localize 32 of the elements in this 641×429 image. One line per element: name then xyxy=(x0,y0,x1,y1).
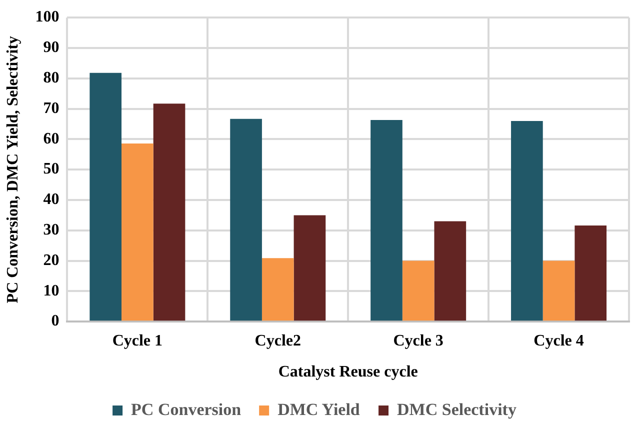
y-tick-label: 80 xyxy=(43,70,60,87)
legend-label: DMC Yield xyxy=(278,400,360,419)
y-tick-label: 30 xyxy=(43,222,60,239)
y-tick-label: 60 xyxy=(43,130,60,148)
x-tick-label: Cycle 4 xyxy=(534,332,584,350)
x-tick-label: Cycle 1 xyxy=(112,332,163,350)
y-tick-label: 10 xyxy=(43,282,60,300)
bar xyxy=(402,260,434,321)
bar xyxy=(574,226,607,321)
bar xyxy=(542,260,575,321)
x-tick-label: Cycle 3 xyxy=(393,332,444,350)
bar xyxy=(90,72,122,321)
bar xyxy=(262,258,294,321)
bar xyxy=(230,118,262,321)
y-tick-label: 40 xyxy=(43,191,60,208)
x-tick-label: Cycle2 xyxy=(254,332,301,350)
legend-label: PC Conversion xyxy=(131,400,242,419)
bar xyxy=(370,120,402,321)
bar xyxy=(511,120,543,321)
y-tick-label: 0 xyxy=(51,312,60,330)
y-tick-label: 20 xyxy=(43,252,60,269)
bar xyxy=(153,104,186,321)
y-tick-label: 100 xyxy=(35,8,60,26)
bar xyxy=(294,215,326,321)
y-tick-label: 90 xyxy=(43,39,60,56)
x-axis-title: Catalyst Reuse cycle xyxy=(278,364,418,381)
y-axis-title: PC Conversion, DMC Yield, Selectivity xyxy=(4,36,22,304)
y-tick-label: 70 xyxy=(43,100,60,117)
bar xyxy=(122,143,154,321)
legend-label: DMC Selectivity xyxy=(397,400,517,419)
y-tick-label: 50 xyxy=(43,160,60,178)
bar xyxy=(434,221,466,321)
